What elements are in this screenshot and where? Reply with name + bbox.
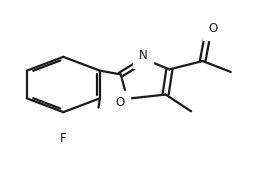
Text: F: F [60, 132, 67, 146]
Text: O: O [115, 96, 125, 110]
Text: O: O [208, 22, 217, 35]
Text: N: N [139, 49, 148, 62]
